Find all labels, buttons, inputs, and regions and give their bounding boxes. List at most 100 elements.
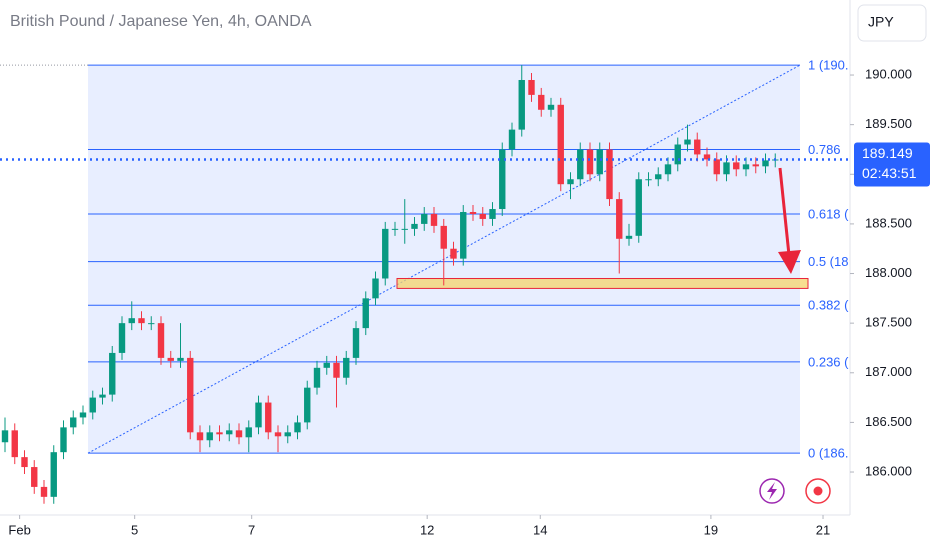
candle-body <box>118 323 126 353</box>
candle-body <box>255 402 262 428</box>
candle-body <box>11 430 18 458</box>
candle-body <box>586 149 594 175</box>
candle-body <box>128 318 135 324</box>
candle-body <box>60 427 67 453</box>
candle-body <box>284 432 291 437</box>
candle-body <box>235 430 243 438</box>
candle-body <box>50 452 57 497</box>
candle-body <box>713 159 720 175</box>
candle-body <box>469 211 477 214</box>
x-tick-label: 14 <box>533 522 547 537</box>
candle-body <box>343 357 350 378</box>
fib-label: 0.786 <box>808 142 841 157</box>
fib-label: 0 (186. <box>808 446 848 461</box>
candle-body <box>148 323 155 325</box>
last-price-badge <box>854 142 930 187</box>
arrow-head <box>778 250 801 274</box>
fib-label: 1 (190. <box>808 58 848 73</box>
candle-body <box>479 213 486 219</box>
candle-body <box>538 94 545 110</box>
candle-body <box>196 432 204 441</box>
countdown-label: 02:43:51 <box>862 165 917 181</box>
candle-body <box>31 467 38 487</box>
candle-body <box>528 79 535 95</box>
candle-body <box>1 430 9 443</box>
candle-body <box>596 149 603 175</box>
candle-body <box>109 352 116 395</box>
candle-body <box>606 149 613 200</box>
x-tick-label: Feb <box>8 522 30 537</box>
candle-body <box>372 278 379 299</box>
candle-body <box>645 179 652 181</box>
candle-body <box>752 164 759 167</box>
support-zone <box>396 277 809 289</box>
candle-body <box>70 417 77 428</box>
plot-area: 1 (190. 0.786 0.618 (0.5 (18 0.382 (0.236 (… <box>0 58 849 504</box>
candle-body <box>40 486 48 497</box>
candle-body <box>89 397 96 413</box>
candle-body <box>21 457 28 468</box>
candle-body <box>733 162 740 170</box>
candle-body <box>79 412 87 418</box>
candle-body <box>226 430 233 435</box>
candle-body <box>577 149 584 180</box>
fib-label: 0.382 ( <box>808 298 849 313</box>
candle-body <box>557 104 564 185</box>
candle-body <box>518 79 525 130</box>
candle-body <box>694 139 701 155</box>
alert-icon[interactable] <box>759 478 785 504</box>
candle-body <box>304 387 311 423</box>
x-tick-label: 5 <box>131 522 138 537</box>
currency-label[interactable]: JPY <box>868 14 894 30</box>
chart-title: British Pound / Japanese Yen, 4h, OANDA <box>10 13 312 30</box>
x-tick-label: 19 <box>704 522 718 537</box>
x-tick-label: 7 <box>248 522 255 537</box>
candle-body <box>674 144 681 165</box>
candle-body <box>167 357 174 361</box>
candle-body <box>138 318 145 324</box>
candle-body <box>323 362 330 368</box>
candle-body <box>177 357 184 361</box>
candle-body <box>265 402 272 433</box>
candle-body <box>382 228 389 279</box>
y-tick-label: 188.000 <box>865 265 912 280</box>
arrow-shaft <box>778 167 791 256</box>
candle-body <box>313 367 321 388</box>
y-tick-label: 189.500 <box>865 116 912 131</box>
candle-body <box>664 164 672 175</box>
candle-body <box>157 323 165 358</box>
candle-body <box>440 225 447 249</box>
candle-body <box>460 211 467 259</box>
replay-icon[interactable] <box>805 478 831 504</box>
candle-body <box>216 432 223 435</box>
candle-body <box>489 209 496 219</box>
y-tick-label: 186.000 <box>865 463 912 478</box>
fib-label: 0.5 (18 <box>808 254 848 269</box>
candle-body <box>362 298 369 329</box>
candle-body <box>703 154 711 160</box>
candle-body <box>421 213 428 224</box>
candle-body <box>635 179 642 236</box>
y-tick-label: 186.500 <box>865 414 912 429</box>
candle-body <box>625 235 633 239</box>
candle-body <box>294 422 301 433</box>
candle-body <box>187 357 194 433</box>
y-tick-label: 188.500 <box>865 215 912 230</box>
candle-body <box>430 213 438 226</box>
currency-button[interactable] <box>857 4 927 42</box>
candle-body <box>411 223 418 229</box>
candle-body <box>99 394 106 398</box>
candle-body <box>206 432 213 441</box>
candle-body <box>723 162 730 175</box>
candle-body <box>499 149 506 210</box>
candle-body <box>274 432 282 437</box>
candle-body <box>684 139 691 145</box>
candle-body <box>352 328 360 358</box>
x-tick-label: 12 <box>420 522 434 537</box>
fib-label: 0.236 ( <box>808 354 849 369</box>
y-tick-label: 187.500 <box>865 315 912 330</box>
candle-body <box>401 228 408 230</box>
candle-body <box>508 129 516 150</box>
candle-body <box>333 362 340 378</box>
